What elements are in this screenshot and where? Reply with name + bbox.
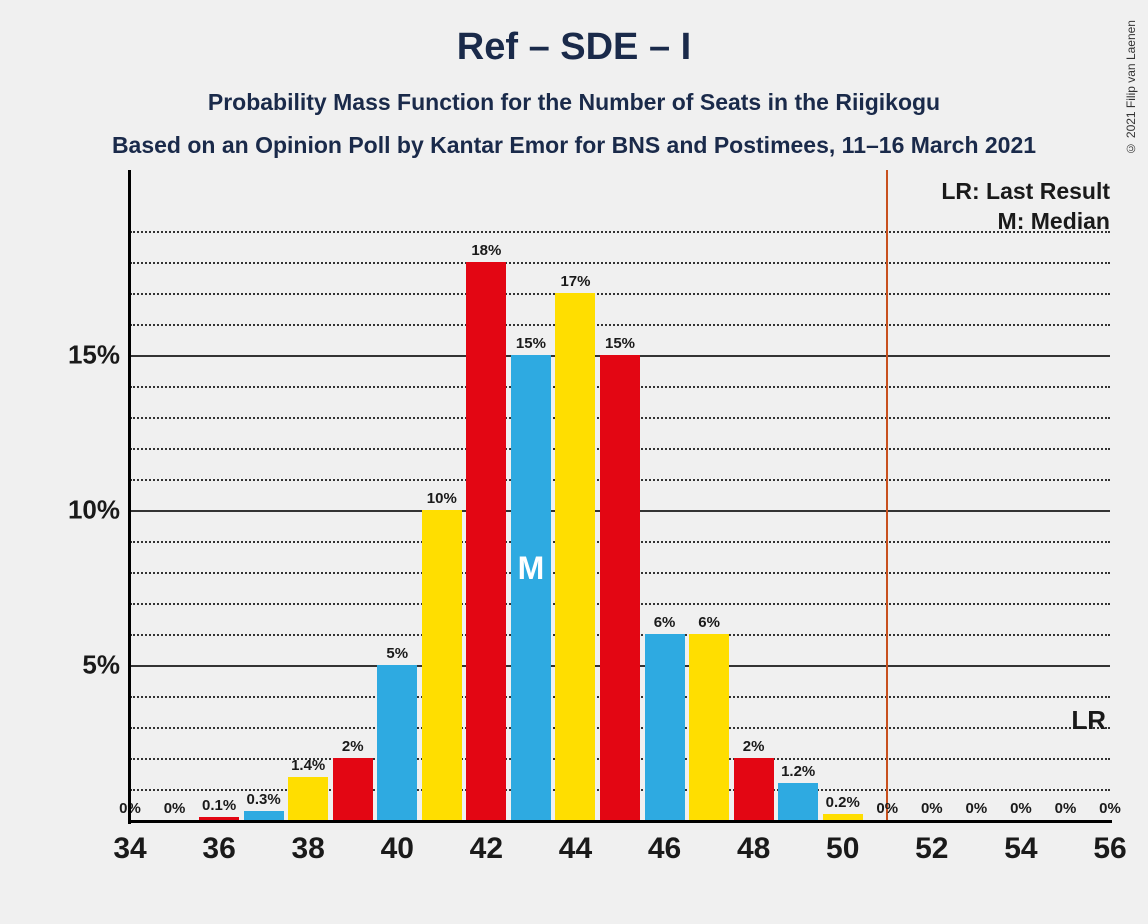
y-axis-line: [128, 170, 131, 824]
bar-value-label: 0%: [921, 800, 943, 817]
chart-subtitle-2: Based on an Opinion Poll by Kantar Emor …: [0, 132, 1148, 159]
bar: [466, 262, 506, 820]
bar-value-label: 0.3%: [247, 791, 281, 808]
bar-value-label: 0.1%: [202, 797, 236, 814]
x-axis-tick-label: 46: [648, 832, 681, 866]
bar: [645, 634, 685, 820]
gridline-minor: [130, 231, 1110, 233]
x-axis-tick-label: 50: [826, 832, 859, 866]
median-marker: M: [518, 550, 545, 587]
x-axis-line: [128, 820, 1112, 823]
bar: [333, 758, 373, 820]
x-axis-tick-label: 34: [113, 832, 146, 866]
copyright-text: © 2021 Filip van Laenen: [1124, 20, 1138, 155]
bar: [422, 510, 462, 820]
chart-title: Ref – SDE – I: [0, 0, 1148, 69]
x-axis-tick-label: 52: [915, 832, 948, 866]
bar-value-label: 0%: [1055, 800, 1077, 817]
bar-value-label: 0%: [876, 800, 898, 817]
bar: [244, 811, 284, 820]
bar: [377, 665, 417, 820]
x-axis-tick-label: 48: [737, 832, 770, 866]
bar-value-label: 0%: [1010, 800, 1032, 817]
bar-value-label: 18%: [471, 242, 501, 259]
bar-value-label: 0%: [164, 800, 186, 817]
bar-value-label: 15%: [605, 335, 635, 352]
chart-subtitle-1: Probability Mass Function for the Number…: [0, 89, 1148, 116]
y-axis-tick-label: 15%: [68, 340, 120, 371]
bar-value-label: 2%: [342, 738, 364, 755]
bar-value-label: 6%: [698, 614, 720, 631]
bar: [555, 293, 595, 820]
bar: [689, 634, 729, 820]
bar: [511, 355, 551, 820]
last-result-line: [886, 170, 888, 822]
bar: [600, 355, 640, 820]
x-axis-tick-label: 42: [470, 832, 503, 866]
bar-value-label: 1.4%: [291, 757, 325, 774]
x-axis-tick-label: 56: [1093, 832, 1126, 866]
gridline-minor: [130, 293, 1110, 295]
x-axis-tick-label: 40: [381, 832, 414, 866]
bar-value-label: 0.2%: [826, 794, 860, 811]
last-result-label: LR: [1071, 705, 1106, 736]
bar: [288, 777, 328, 820]
bar-value-label: 2%: [743, 738, 765, 755]
x-axis-tick-label: 44: [559, 832, 592, 866]
y-axis-tick-label: 5%: [82, 650, 120, 681]
chart-plot-area: 5%10%15%343638404244464850525456LR0%0%0.…: [130, 200, 1110, 820]
bar-value-label: 10%: [427, 490, 457, 507]
gridline-minor: [130, 324, 1110, 326]
x-axis-tick-label: 36: [202, 832, 235, 866]
x-axis-tick-label: 38: [291, 832, 324, 866]
legend-lr: LR: Last Result: [941, 178, 1110, 205]
gridline-minor: [130, 262, 1110, 264]
bar-value-label: 0%: [1099, 800, 1121, 817]
bar: [734, 758, 774, 820]
bar-value-label: 17%: [560, 273, 590, 290]
legend-m: M: Median: [998, 208, 1110, 235]
x-axis-tick-label: 54: [1004, 832, 1037, 866]
bar: [778, 783, 818, 820]
y-axis-tick-label: 10%: [68, 495, 120, 526]
bar-value-label: 5%: [386, 645, 408, 662]
bar-value-label: 0%: [966, 800, 988, 817]
bar-value-label: 15%: [516, 335, 546, 352]
bar-value-label: 6%: [654, 614, 676, 631]
bar-value-label: 1.2%: [781, 763, 815, 780]
